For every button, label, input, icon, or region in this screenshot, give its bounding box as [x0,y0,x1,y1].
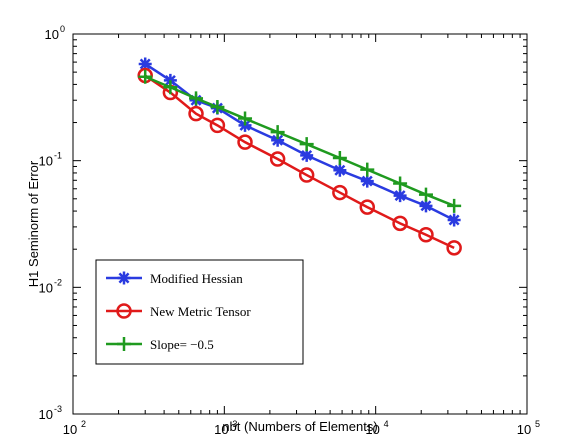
data-point [359,199,376,215]
legend: Modified Hessian New Metric Tensor Slope= … [95,259,304,365]
legend-item: Modified Hessian [106,271,243,286]
data-point [269,151,286,167]
y-tick-label-exponent: 0 [60,24,65,34]
data-point [238,111,253,126]
legend-marker [117,271,131,285]
data-point [209,117,226,134]
x-tick-label: 10 [517,422,531,437]
data-point [393,189,407,203]
y-tick-label: 10 [39,154,53,169]
x-tick-label: 10 [214,422,228,437]
data-point [163,80,178,95]
data-point [360,174,374,188]
legend-marker [117,337,131,351]
x-tick-label: 10 [63,422,77,437]
data-point [300,148,314,162]
data-point [446,240,462,256]
data-point [189,91,204,106]
data-point [418,187,433,202]
x-tick-label: 10 [365,422,379,437]
data-point [360,162,375,177]
data-point [271,133,285,147]
y-axis-label: H1 Seminorm of Error [26,160,41,287]
y-tick-label: 10 [39,280,53,295]
data-point [332,150,347,165]
series-2 [138,69,462,213]
x-tick-label-exponent: 2 [81,419,86,429]
data-point [447,198,462,213]
x-tick-label-exponent: 3 [232,419,237,429]
data-point [392,215,408,232]
data-point [138,57,152,71]
legend-item: New Metric Tensor [106,303,251,319]
data-point [333,163,347,177]
y-tick-label: 10 [45,27,59,42]
legend-marker [116,303,132,319]
data-point [393,176,408,191]
data-point [419,199,433,213]
data-point [210,100,225,115]
x-tick-label-exponent: 4 [384,419,389,429]
data-point [188,105,204,122]
y-tick-label-exponent: -1 [54,151,62,161]
data-point [332,184,348,201]
data-point [418,227,434,243]
data-point [298,167,315,183]
legend-label: Slope= −0.5 [150,337,214,352]
y-tick-label: 10 [39,407,53,422]
x-tick-label-exponent: 5 [535,419,540,429]
legend-label: New Metric Tensor [150,304,251,319]
data-point [237,134,253,150]
data-point [447,213,461,227]
legend-label: Modified Hessian [150,271,243,286]
x-axis-label: nbt (Numbers of Elements) [222,419,377,434]
series-line [144,75,455,207]
data-point [138,69,153,84]
legend-item: Slope= −0.5 [106,337,214,352]
data-point [299,137,314,152]
y-tick-label-exponent: -3 [54,404,62,414]
data-point [270,125,285,140]
y-tick-label-exponent: -2 [54,277,62,287]
